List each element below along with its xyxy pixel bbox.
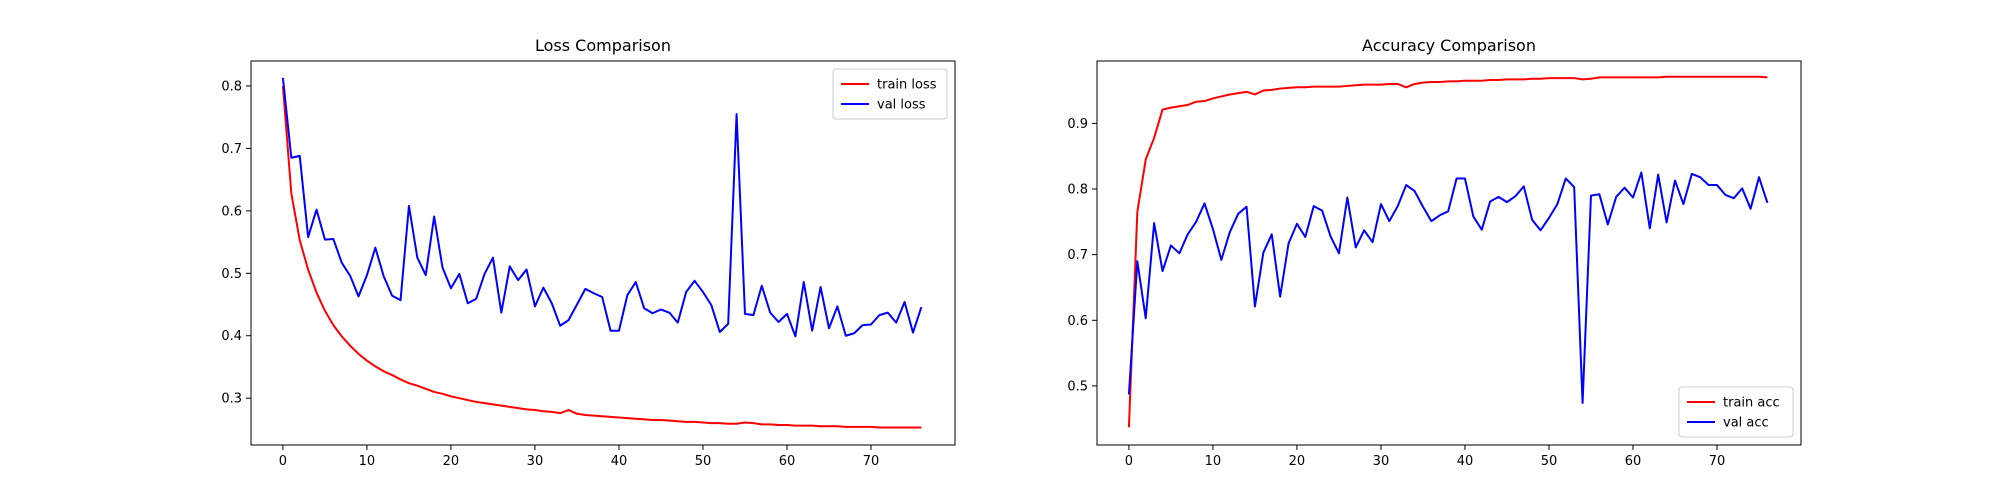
legend-label-train-acc: train acc: [1723, 396, 1780, 411]
x-tick-label: 40: [1457, 454, 1474, 469]
x-tick-label: 10: [1205, 454, 1222, 469]
x-tick-label: 70: [1709, 454, 1726, 469]
y-tick-label: 0.8: [1067, 183, 1088, 198]
axes-frame: [250, 60, 956, 446]
y-tick-label: 0.6: [1067, 314, 1088, 329]
y-tick-label: 0.8: [221, 79, 242, 94]
chart-title: Accuracy Comparison: [1362, 36, 1536, 55]
legend-box: [1678, 386, 1794, 438]
y-tick-label: 0.5: [1067, 379, 1088, 394]
legend-label-val-acc: val acc: [1723, 416, 1769, 431]
train-acc-line: [1127, 75, 1768, 428]
legend-label-val-loss: val loss: [877, 98, 926, 113]
x-tick-label: 40: [611, 454, 628, 469]
y-tick-label: 0.4: [221, 329, 242, 344]
x-tick-label: 50: [1541, 454, 1558, 469]
chart-title: Loss Comparison: [535, 36, 671, 55]
x-tick-label: 70: [863, 454, 880, 469]
y-tick-label: 0.5: [221, 267, 242, 282]
x-tick-label: 10: [359, 454, 376, 469]
legend-box: [832, 68, 948, 120]
x-tick-label: 60: [779, 454, 796, 469]
accuracy-comparison-chart: Accuracy Comparison 0 10 20 30 40 50 60 70 0.5 0.6…: [1067, 36, 1802, 469]
legend: train loss val loss: [832, 68, 948, 120]
x-tick-label: 30: [527, 454, 544, 469]
val-loss-line: [281, 77, 923, 338]
train-loss-line: [281, 85, 922, 429]
x-tick-label: 30: [1373, 454, 1390, 469]
legend-label-train-loss: train loss: [877, 78, 937, 93]
x-tick-label: 20: [443, 454, 460, 469]
val-acc-line: [1127, 171, 1769, 404]
y-tick-label: 0.3: [221, 392, 242, 407]
x-tick-label: 0: [1125, 454, 1133, 469]
x-tick-label: 0: [279, 454, 287, 469]
x-tick-label: 60: [1625, 454, 1642, 469]
y-tick-label: 0.6: [221, 204, 242, 219]
y-tick-label: 0.7: [1067, 248, 1088, 263]
x-tick-label: 50: [695, 454, 712, 469]
y-tick-label: 0.9: [1067, 117, 1088, 132]
legend: train acc val acc: [1678, 386, 1794, 438]
loss-comparison-chart: Loss Comparison 0 10 20 30 40 50 60 70 0.3 0.4 0.5 0…: [221, 36, 956, 469]
x-tick-label: 20: [1289, 454, 1306, 469]
axes-frame: [1096, 60, 1802, 446]
y-tick-label: 0.7: [221, 142, 242, 157]
